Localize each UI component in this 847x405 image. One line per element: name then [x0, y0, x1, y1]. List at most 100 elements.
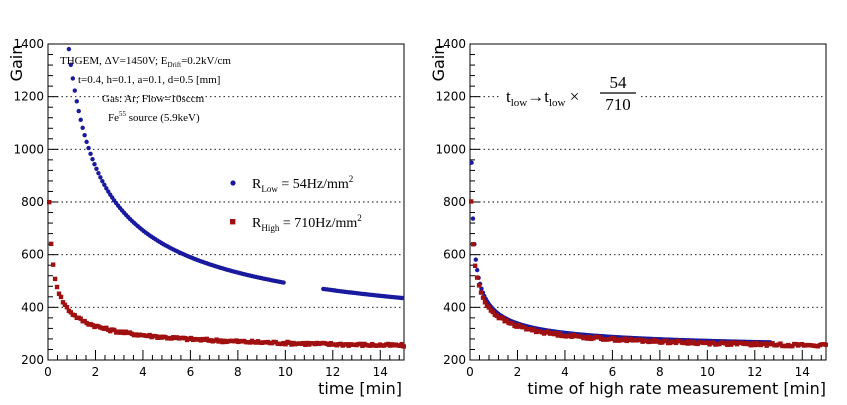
- formula-lhs: tlow→tlow ×: [506, 87, 579, 109]
- y-tick-label-200: 200: [21, 353, 44, 367]
- formula-numerator: 54: [610, 73, 628, 92]
- data-point-low: [94, 166, 99, 172]
- annotation-line-1: THGEM, ΔV=1450V; EDrift=0.2kV/cm: [60, 55, 231, 69]
- annotation-line-2: t=0.4, h=0.1, a=0.1, d=0.5 [mm]: [78, 74, 220, 86]
- data-point-high: [68, 310, 74, 315]
- right-x-axis-label: time of high rate measurement [min]: [527, 379, 826, 398]
- x-tick-label-8: 8: [234, 365, 242, 379]
- formula-background: [500, 72, 638, 112]
- x-tick-label-6: 6: [187, 365, 195, 379]
- data-point-high: [62, 302, 68, 308]
- data-point-low: [84, 139, 89, 145]
- data-point-low: [100, 178, 105, 184]
- x-tick-label-0: 0: [44, 365, 52, 379]
- right-ticks: 200 400 600 800 1000 1200 1400 0 2 4 6 8 10 12 14: [435, 37, 822, 379]
- y-tick-label-1200: 1200: [435, 90, 466, 104]
- legend-label-low: RLow = 54Hz/mm2: [252, 174, 353, 194]
- data-point-low: [470, 216, 476, 221]
- x-tick-label-2: 2: [514, 365, 522, 379]
- formula-denominator: 710: [605, 95, 631, 114]
- data-point-high: [54, 284, 60, 290]
- legend-label-high: RHigh = 710Hz/mm2: [252, 213, 362, 233]
- left-legend: RLow = 54Hz/mm2 RHigh = 710Hz/mm2: [230, 174, 362, 233]
- data-point-high: [50, 262, 56, 267]
- data-point-high: [610, 335, 616, 341]
- data-point-low: [86, 145, 91, 151]
- left-ticks: 200 400 600 800 1000 1200 1400 0 2 4 6 8 10 12 14: [13, 37, 400, 379]
- data-point-high: [482, 300, 488, 305]
- x-tick-label-10: 10: [278, 365, 293, 379]
- data-point-low: [102, 182, 107, 188]
- data-point-low: [82, 132, 87, 138]
- annotation-line-3: Gas: Ar; Flow=10sccm: [102, 93, 205, 105]
- right-chart-panel: 200 400 600 800 1000 1200 1400 0 2 4 6 8 10 12 14 Gain…: [429, 37, 828, 398]
- data-point-high: [78, 316, 83, 321]
- data-point-high: [56, 291, 62, 296]
- data-point-high: [60, 300, 66, 305]
- data-point-low: [104, 186, 109, 191]
- x-tick-label-10: 10: [700, 365, 715, 379]
- y-tick-label-800: 800: [443, 195, 466, 209]
- y-tick-label-400: 400: [21, 300, 44, 314]
- data-point-high: [510, 321, 515, 326]
- data-point-high: [553, 330, 559, 336]
- left-annotation: THGEM, ΔV=1450V; EDrift=0.2kV/cm t=0.4, …: [60, 55, 231, 124]
- legend-marker-low: [230, 180, 236, 186]
- data-point-high: [778, 341, 783, 346]
- x-tick-label-14: 14: [373, 365, 388, 379]
- x-tick-label-8: 8: [656, 365, 664, 379]
- y-tick-label-1000: 1000: [435, 142, 466, 156]
- data-point-low: [92, 161, 97, 167]
- legend-marker-high: [230, 219, 236, 225]
- data-point-high: [52, 276, 58, 282]
- data-point-high: [474, 275, 480, 280]
- data-point-high: [476, 283, 482, 288]
- y-tick-label-600: 600: [21, 248, 44, 262]
- left-chart-panel: 200 400 600 800 1000 1200 1400 0 2 4 6 8 10 12 14 Gain…: [7, 37, 406, 398]
- data-point-high: [486, 305, 492, 310]
- data-point-low: [475, 267, 480, 273]
- data-point-low: [80, 125, 85, 131]
- data-point-high: [72, 313, 77, 318]
- y-tick-label-1400: 1400: [13, 37, 44, 51]
- data-point-low: [70, 76, 76, 81]
- data-point-high: [557, 331, 563, 336]
- data-point-high: [64, 305, 70, 310]
- left-data-points: [46, 46, 406, 349]
- data-point-low: [76, 108, 81, 114]
- x-tick-label-14: 14: [795, 365, 810, 379]
- x-tick-label-12: 12: [747, 365, 762, 379]
- data-point-low: [479, 286, 484, 291]
- data-point-low: [96, 170, 101, 176]
- data-point-low: [88, 151, 93, 157]
- data-point-low: [78, 117, 83, 123]
- rescale-formula: tlow→tlow × 54 710: [500, 72, 638, 114]
- data-point-high: [504, 318, 509, 323]
- data-point-high: [470, 242, 476, 247]
- data-point-high: [468, 199, 474, 204]
- right-data-points: [468, 160, 828, 349]
- data-point-low: [473, 257, 478, 262]
- data-point-high: [401, 344, 406, 349]
- left-x-axis-label: time [min]: [318, 379, 402, 398]
- y-tick-label-400: 400: [443, 300, 466, 314]
- data-point-high: [58, 294, 64, 300]
- data-point-low: [98, 175, 103, 180]
- data-point-low: [399, 295, 405, 301]
- x-tick-label-6: 6: [609, 365, 617, 379]
- data-point-low: [469, 160, 474, 165]
- data-point-high: [48, 241, 54, 247]
- x-tick-label-4: 4: [139, 365, 147, 379]
- data-point-high: [472, 263, 478, 268]
- left-grid: [48, 96, 404, 308]
- x-tick-label-2: 2: [92, 365, 100, 379]
- y-tick-label-1200: 1200: [13, 90, 44, 104]
- y-tick-label-600: 600: [443, 248, 466, 262]
- y-tick-label-200: 200: [443, 353, 466, 367]
- data-point-high: [500, 316, 505, 321]
- data-point-high: [478, 290, 484, 295]
- data-point-low: [72, 88, 77, 93]
- right-grid: [470, 96, 826, 308]
